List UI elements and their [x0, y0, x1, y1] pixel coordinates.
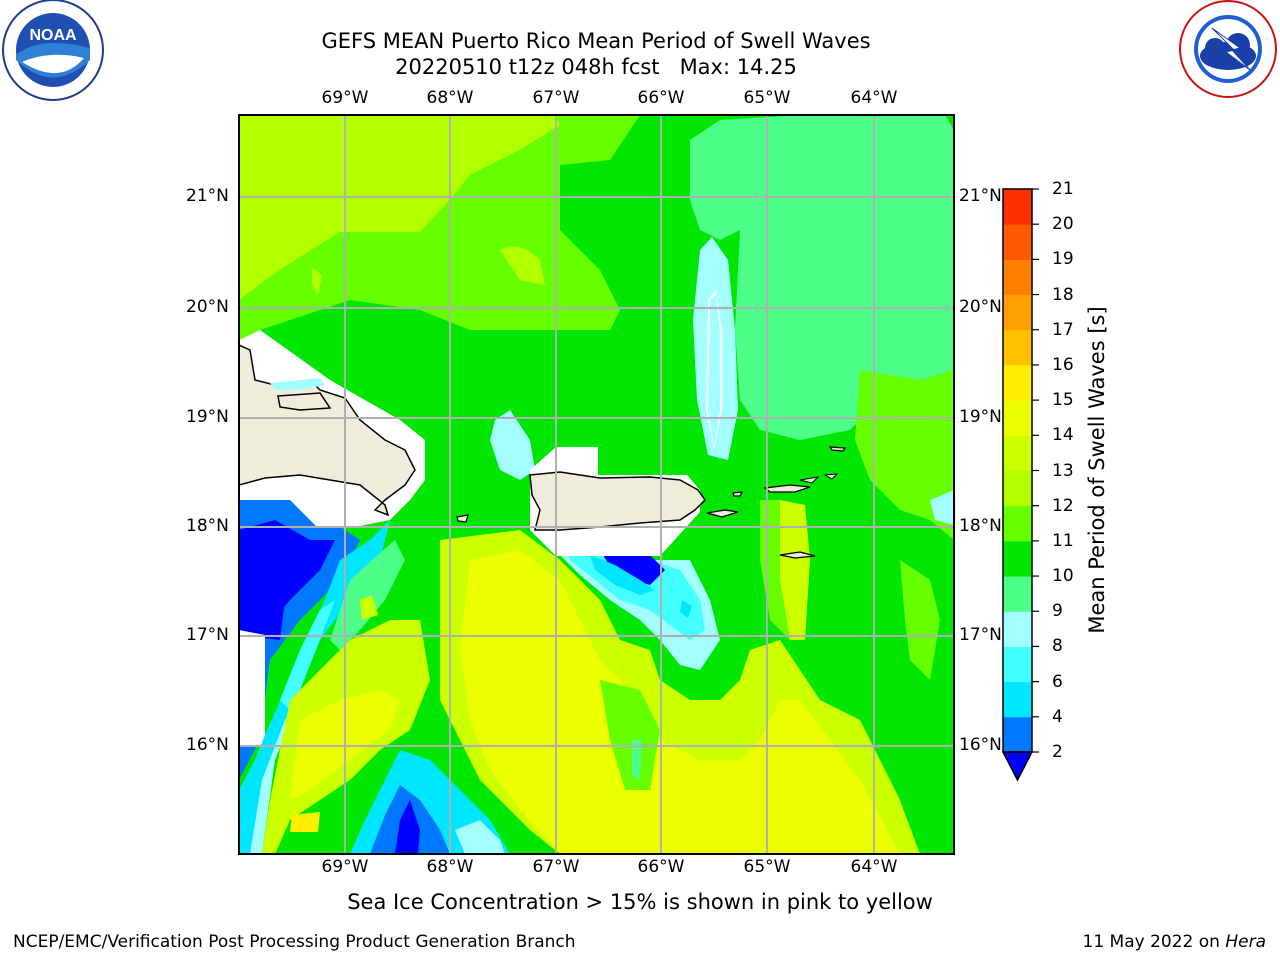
- colorbar-segment: [1003, 576, 1032, 612]
- colorbar-segment: [1003, 470, 1032, 507]
- swell-period-field: [239, 115, 954, 854]
- lon-label-top-68w: 68°W: [426, 88, 474, 108]
- lon-label-top-69w: 69°W: [321, 88, 369, 108]
- lat-label-right-19n: 19°N: [959, 407, 1002, 427]
- lat-label-right-17n: 17°N: [959, 625, 1002, 645]
- credit-line: NCEP/EMC/Verification Post Processing Pr…: [13, 932, 576, 952]
- colorbar-segment: [1003, 400, 1032, 436]
- noaa-logo: NOAA: [2, 0, 104, 101]
- lat-label-right-20n: 20°N: [959, 297, 1002, 317]
- colorbar-segment: [1003, 716, 1032, 753]
- colorbar-tick-label: 15: [1052, 390, 1074, 411]
- title-line-1: GEFS MEAN Puerto Rico Mean Period of Swe…: [321, 29, 871, 53]
- lat-label-left-21n: 21°N: [186, 186, 229, 206]
- lat-label-left-17n: 17°N: [186, 625, 229, 645]
- lon-label-bottom-66w: 66°W: [637, 857, 685, 877]
- lat-label-right-18n: 18°N: [959, 516, 1002, 536]
- title-line-2: 20220510 t12z 048h fcst Max: 14.25: [395, 55, 797, 79]
- date-text: 11 May 2022 on: [1082, 932, 1220, 952]
- lon-label-bottom-64w: 64°W: [850, 857, 898, 877]
- nws-logo: [1179, 0, 1277, 98]
- colorbar-tick-label: 19: [1052, 249, 1074, 270]
- lat-label-right-21n: 21°N: [959, 186, 1002, 206]
- colorbar-segment: [1003, 505, 1032, 542]
- colorbar: [1001, 188, 1039, 782]
- graticule: [239, 115, 954, 854]
- colorbar-segment: [1003, 540, 1032, 577]
- colorbar-segment: [1003, 224, 1032, 260]
- colorbar-tick-label: 11: [1052, 530, 1074, 551]
- lon-label-bottom-69w: 69°W: [321, 857, 369, 877]
- colorbar-tick-label: 8: [1052, 636, 1063, 657]
- colorbar-tick-label: 2: [1052, 742, 1063, 762]
- lon-label-bottom-67w: 67°W: [532, 857, 580, 877]
- colorbar-segment: [1003, 294, 1032, 331]
- lat-label-left-20n: 20°N: [186, 297, 229, 317]
- colorbar-segment: [1003, 364, 1032, 401]
- colorbar-tick-label: 20: [1052, 214, 1074, 235]
- lon-label-bottom-65w: 65°W: [743, 857, 791, 877]
- colorbar-segment: [1003, 435, 1032, 471]
- noaa-logo-text: NOAA: [29, 27, 77, 44]
- colorbar-tick-label: 16: [1052, 354, 1074, 375]
- date-stamp: 11 May 2022 on Hera: [1083, 932, 1267, 952]
- lon-label-top-66w: 66°W: [637, 88, 685, 108]
- colorbar-segment: [1003, 329, 1032, 366]
- map-frame: [238, 114, 955, 855]
- lat-label-left-16n: 16°N: [186, 735, 229, 755]
- colorbar-label: Mean Period of Swell Waves [s]: [1085, 306, 1109, 634]
- colorbar-tick-label: 10: [1052, 566, 1074, 587]
- lat-label-right-16n: 16°N: [959, 735, 1002, 755]
- colorbar-tick-label: 6: [1052, 671, 1063, 692]
- colorbar-tick-label: 12: [1052, 495, 1074, 516]
- colorbar-segment: [1003, 611, 1032, 647]
- sea-ice-caption: Sea Ice Concentration > 15% is shown in …: [347, 890, 933, 914]
- colorbar-segment: [1003, 259, 1032, 296]
- lon-label-top-64w: 64°W: [850, 88, 898, 108]
- colorbar-tick-label: 18: [1052, 284, 1074, 305]
- colorbar-segment: [1003, 681, 1032, 718]
- lon-label-bottom-68w: 68°W: [426, 857, 474, 877]
- colorbar-tick-label: 13: [1052, 460, 1074, 481]
- machine-name: Hera: [1225, 932, 1266, 952]
- colorbar-segment: [1003, 646, 1032, 683]
- colorbar-tick-label: 14: [1052, 425, 1074, 446]
- lat-label-left-18n: 18°N: [186, 516, 229, 536]
- colorbar-tick-label: 9: [1052, 601, 1063, 622]
- lat-label-left-19n: 19°N: [186, 407, 229, 427]
- colorbar-tick-label: 17: [1052, 319, 1074, 340]
- lon-label-top-67w: 67°W: [532, 88, 580, 108]
- colorbar-tick-label: 21: [1052, 179, 1074, 199]
- colorbar-segment: [1003, 189, 1032, 225]
- colorbar-tick-label: 4: [1052, 706, 1063, 727]
- colorbar-extend-triangle: [1001, 751, 1034, 782]
- lon-label-top-65w: 65°W: [743, 88, 791, 108]
